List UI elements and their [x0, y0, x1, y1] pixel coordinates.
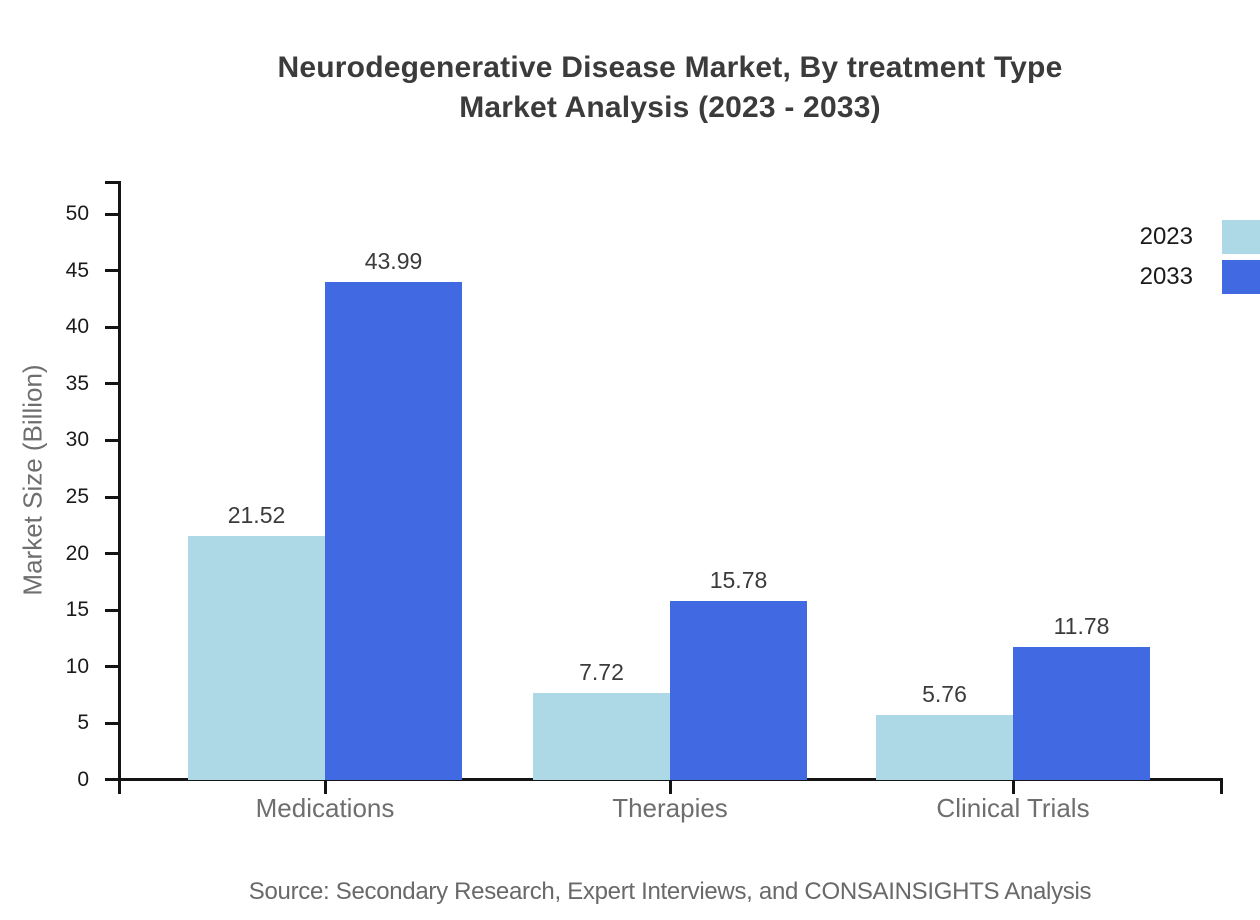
- legend-swatch-2033: [1222, 260, 1260, 294]
- bar-2023-clinical-trials: [876, 714, 1013, 780]
- y-tick-label: 35: [65, 371, 89, 395]
- x-axis-end-cap: [1220, 778, 1223, 794]
- y-tick-label: 20: [65, 541, 89, 565]
- bar-2033-therapies: [670, 601, 807, 780]
- y-tick-label: 15: [65, 598, 89, 622]
- bar-value-label: 5.76: [922, 680, 967, 707]
- bar-2023-medications: [188, 536, 325, 780]
- y-tick-label: 0: [77, 768, 89, 791]
- x-tick: [668, 780, 672, 794]
- y-tick-label: 45: [65, 258, 89, 282]
- y-tick-label: 10: [65, 654, 89, 678]
- y-tick-label: 40: [65, 315, 89, 339]
- legend: 2023 2033: [1140, 217, 1260, 297]
- y-tick: [105, 665, 119, 669]
- legend-item-2033: 2033: [1140, 257, 1260, 297]
- chart-title-line2: Market Analysis (2023 - 2033): [459, 91, 881, 124]
- x-category-label: Therapies: [612, 793, 728, 823]
- bar-value-label: 11.78: [1053, 612, 1110, 639]
- bar-2033-clinical-trials: [1013, 646, 1150, 780]
- y-tick-label: 25: [65, 485, 89, 508]
- source-note: Source: Secondary Research, Expert Inter…: [248, 878, 1092, 905]
- y-tick: [105, 721, 119, 725]
- bar-2023-therapies: [533, 692, 670, 780]
- x-tick: [323, 780, 327, 794]
- x-category-label: Clinical Trials: [936, 793, 1090, 823]
- bar-value-label: 21.52: [227, 502, 286, 529]
- legend-swatch-2023: [1222, 220, 1260, 254]
- y-tick-label: 30: [65, 428, 89, 452]
- y-tick: [105, 438, 119, 442]
- bar-value-label: 43.99: [364, 248, 423, 275]
- chart-title-line1: Neurodegenerative Disease Market, By tre…: [277, 51, 1063, 84]
- chart-title: Neurodegenerative Disease Market, By tre…: [80, 48, 1260, 128]
- legend-label: 2023: [1139, 223, 1193, 250]
- y-tick: [105, 608, 119, 612]
- y-tick: [105, 325, 119, 329]
- x-category-label: Medications: [255, 793, 395, 823]
- bar-value-label: 15.78: [709, 567, 768, 594]
- y-tick: [105, 552, 119, 556]
- bar-2033-medications: [325, 282, 462, 780]
- bar-value-label: 7.72: [579, 658, 624, 685]
- y-tick: [105, 212, 119, 216]
- y-tick: [105, 269, 119, 273]
- y-axis-line: [118, 181, 121, 794]
- legend-label: 2033: [1139, 263, 1193, 290]
- y-tick-label: 5: [77, 711, 89, 735]
- y-tick-label: 50: [65, 202, 89, 225]
- y-tick: [105, 495, 119, 499]
- legend-item-2023: 2023: [1140, 217, 1260, 257]
- y-axis-end-cap: [105, 181, 119, 184]
- y-tick: [105, 382, 119, 386]
- x-tick: [1011, 780, 1015, 794]
